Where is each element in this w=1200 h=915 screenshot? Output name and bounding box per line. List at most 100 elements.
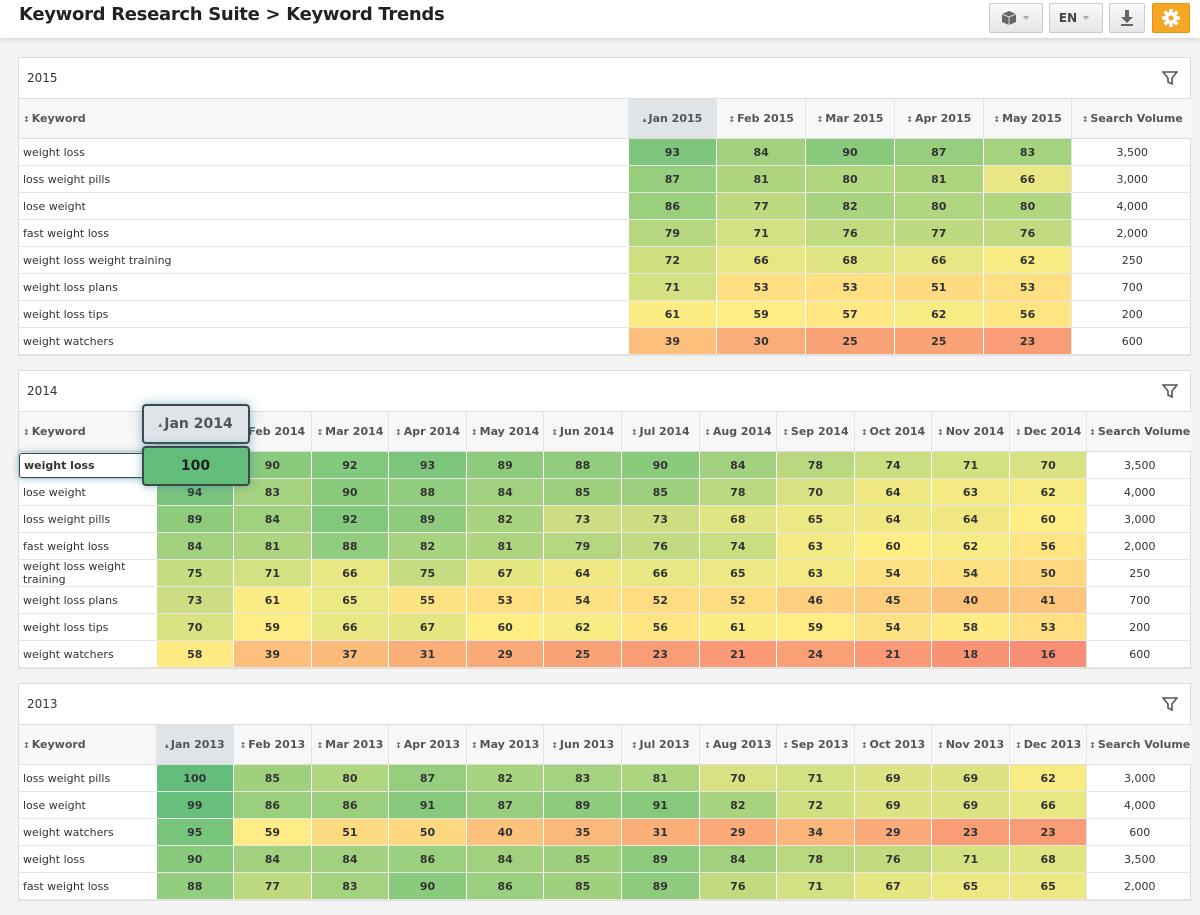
data-row[interactable]: weight loss10090929389889084787471703,50… (19, 452, 1192, 479)
box-menu[interactable] (989, 3, 1043, 33)
trend-cell: 88 (544, 452, 622, 479)
header-row: ↕Keyword▴Jan 2013↕Feb 2013↕Mar 2013↕Apr … (19, 725, 1192, 765)
column-label: Apr 2015 (915, 112, 971, 125)
column-header[interactable]: ↕Jun 2014 (544, 412, 622, 452)
table-body: weight loss10090929389889084787471703,50… (19, 452, 1192, 668)
column-header[interactable]: ↕Mar 2015 (806, 99, 895, 139)
trend-cell: 58 (932, 614, 1010, 641)
download-icon (1120, 10, 1134, 26)
data-row[interactable]: weight watchers9559515040353129342923236… (19, 819, 1192, 846)
column-header[interactable]: ↕Apr 2014 (389, 412, 467, 452)
column-header[interactable]: ↕Search Volume (1087, 725, 1192, 765)
data-row[interactable]: weight watchers5839373129252321242118166… (19, 641, 1192, 668)
data-row[interactable]: weight loss plans7153535153700 (19, 274, 1192, 301)
column-header[interactable]: ↕Sep 2013 (777, 725, 855, 765)
column-header[interactable]: ↕Apr 2013 (389, 725, 467, 765)
column-label: Jan 2014 (164, 416, 232, 432)
data-row[interactable]: weight loss plans73616555535452524645404… (19, 587, 1192, 614)
data-row[interactable]: weight loss9084848684858984787671683,500 (19, 846, 1192, 873)
column-header[interactable]: ↕Aug 2013 (699, 725, 777, 765)
column-header[interactable]: ↕Jul 2013 (621, 725, 699, 765)
trend-cell: 82 (699, 792, 777, 819)
column-header[interactable]: ↕Feb 2013 (234, 725, 312, 765)
column-header[interactable]: ↕Oct 2013 (854, 725, 932, 765)
data-row[interactable]: fast weight loss848188828179767463606256… (19, 533, 1192, 560)
column-header[interactable]: ↕Keyword (19, 99, 628, 139)
column-header[interactable]: ↕Jul 2014 (621, 412, 699, 452)
language-menu[interactable]: EN (1049, 3, 1103, 33)
sort-icon: ↕ (1089, 741, 1096, 750)
data-row[interactable]: weight loss weight training7266686662250 (19, 247, 1192, 274)
column-header[interactable]: ↕Apr 2015 (894, 99, 983, 139)
trend-cell: 78 (777, 846, 855, 873)
data-row[interactable]: weight loss93849087833,500 (19, 139, 1192, 166)
data-row[interactable]: fast weight loss79717677762,000 (19, 220, 1192, 247)
keyword-cell: loss weight pills (19, 765, 156, 792)
column-header[interactable]: ↕Jun 2013 (544, 725, 622, 765)
filter-button[interactable] (1162, 70, 1178, 89)
column-header-popup: ▴Jan 2014 (142, 404, 250, 444)
trend-cell: 37 (311, 641, 389, 668)
page-title: Keyword Research Suite > Keyword Trends (19, 4, 444, 25)
data-row[interactable]: lose weight9986869187899182726969664,000 (19, 792, 1192, 819)
data-row[interactable]: weight loss tips705966676062566159545853… (19, 614, 1192, 641)
data-row[interactable]: loss weight pills10085808782838170716969… (19, 765, 1192, 792)
column-header[interactable]: ↕Dec 2013 (1009, 725, 1087, 765)
column-header[interactable]: ↕May 2015 (983, 99, 1072, 139)
data-row[interactable]: loss weight pills89849289827373686564646… (19, 506, 1192, 533)
column-header[interactable]: ▴Jan 2015 (628, 99, 717, 139)
trend-cell: 73 (544, 506, 622, 533)
trend-cell: 79 (628, 220, 717, 247)
sort-icon: ↕ (395, 428, 402, 437)
column-header[interactable]: ↕Oct 2014 (854, 412, 932, 452)
column-header[interactable]: ↕Mar 2013 (311, 725, 389, 765)
data-row[interactable]: lose weight86778280804,000 (19, 193, 1192, 220)
trend-cell: 65 (1009, 873, 1087, 900)
keyword-cell: fast weight loss (19, 873, 156, 900)
column-header[interactable]: ↕Feb 2015 (717, 99, 806, 139)
trend-cell: 80 (806, 166, 895, 193)
trend-cell: 69 (854, 792, 932, 819)
trend-cell: 89 (156, 506, 234, 533)
trend-cell: 69 (854, 765, 932, 792)
column-header[interactable]: ↕May 2014 (466, 412, 544, 452)
column-header[interactable]: ↕Search Volume (1087, 412, 1192, 452)
trend-cell: 100 (156, 765, 234, 792)
trend-cell: 64 (854, 506, 932, 533)
column-header[interactable]: ↕Aug 2014 (699, 412, 777, 452)
trend-cell: 77 (234, 873, 312, 900)
column-label: Search Volume (1090, 112, 1182, 125)
sort-icon: ↕ (906, 115, 913, 124)
trend-cell: 62 (932, 533, 1010, 560)
download-button[interactable] (1109, 3, 1145, 33)
trend-cell: 84 (717, 139, 806, 166)
column-header[interactable]: ↕Nov 2013 (932, 725, 1010, 765)
column-header[interactable]: ↕Nov 2014 (932, 412, 1010, 452)
trend-cell: 62 (1009, 765, 1087, 792)
column-header[interactable]: ▴Jan 2013 (156, 725, 234, 765)
data-row[interactable]: weight loss tips6159576256200 (19, 301, 1192, 328)
column-header[interactable]: ↕May 2013 (466, 725, 544, 765)
column-header[interactable]: ↕Keyword (19, 412, 156, 452)
trend-cell: 56 (621, 614, 699, 641)
keyword-cell: weight loss (19, 846, 156, 873)
filter-button[interactable] (1162, 383, 1178, 402)
data-row[interactable]: fast weight loss887783908685897671676565… (19, 873, 1192, 900)
sort-icon: ↕ (631, 741, 638, 750)
column-header[interactable]: ↕Search Volume (1072, 99, 1192, 139)
data-row[interactable]: loss weight pills87818081663,000 (19, 166, 1192, 193)
column-header[interactable]: ↕Dec 2014 (1009, 412, 1087, 452)
trend-cell: 81 (894, 166, 983, 193)
trend-cell: 88 (311, 533, 389, 560)
trend-cell: 66 (311, 614, 389, 641)
data-row[interactable]: weight loss weight training7571667567646… (19, 560, 1192, 587)
sort-icon: ↕ (1015, 428, 1022, 437)
column-header[interactable]: ↕Sep 2014 (777, 412, 855, 452)
column-header[interactable]: ↕Mar 2014 (311, 412, 389, 452)
trend-cell: 54 (544, 587, 622, 614)
data-row[interactable]: weight watchers3930252523600 (19, 328, 1192, 355)
column-header[interactable]: ↕Keyword (19, 725, 156, 765)
filter-button[interactable] (1162, 696, 1178, 715)
settings-button[interactable] (1152, 3, 1190, 33)
sort-icon: ↕ (728, 115, 735, 124)
